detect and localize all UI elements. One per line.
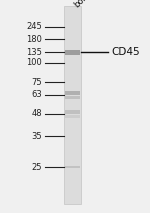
Text: 35: 35 <box>31 132 42 141</box>
Text: 100: 100 <box>26 58 42 67</box>
Bar <box>64 115 80 118</box>
Text: 48: 48 <box>31 109 42 118</box>
Bar <box>64 110 80 114</box>
Text: 180: 180 <box>26 35 42 44</box>
Bar <box>64 6 81 204</box>
Text: 25: 25 <box>32 163 42 172</box>
Bar <box>64 96 80 99</box>
Text: bone: bone <box>72 0 94 10</box>
Text: 63: 63 <box>31 90 42 99</box>
Bar <box>64 91 80 95</box>
Bar <box>64 50 80 55</box>
Text: 75: 75 <box>31 78 42 86</box>
Text: 245: 245 <box>26 22 42 31</box>
Text: 135: 135 <box>26 48 42 57</box>
Bar <box>64 166 80 168</box>
Text: CD45: CD45 <box>111 47 140 57</box>
